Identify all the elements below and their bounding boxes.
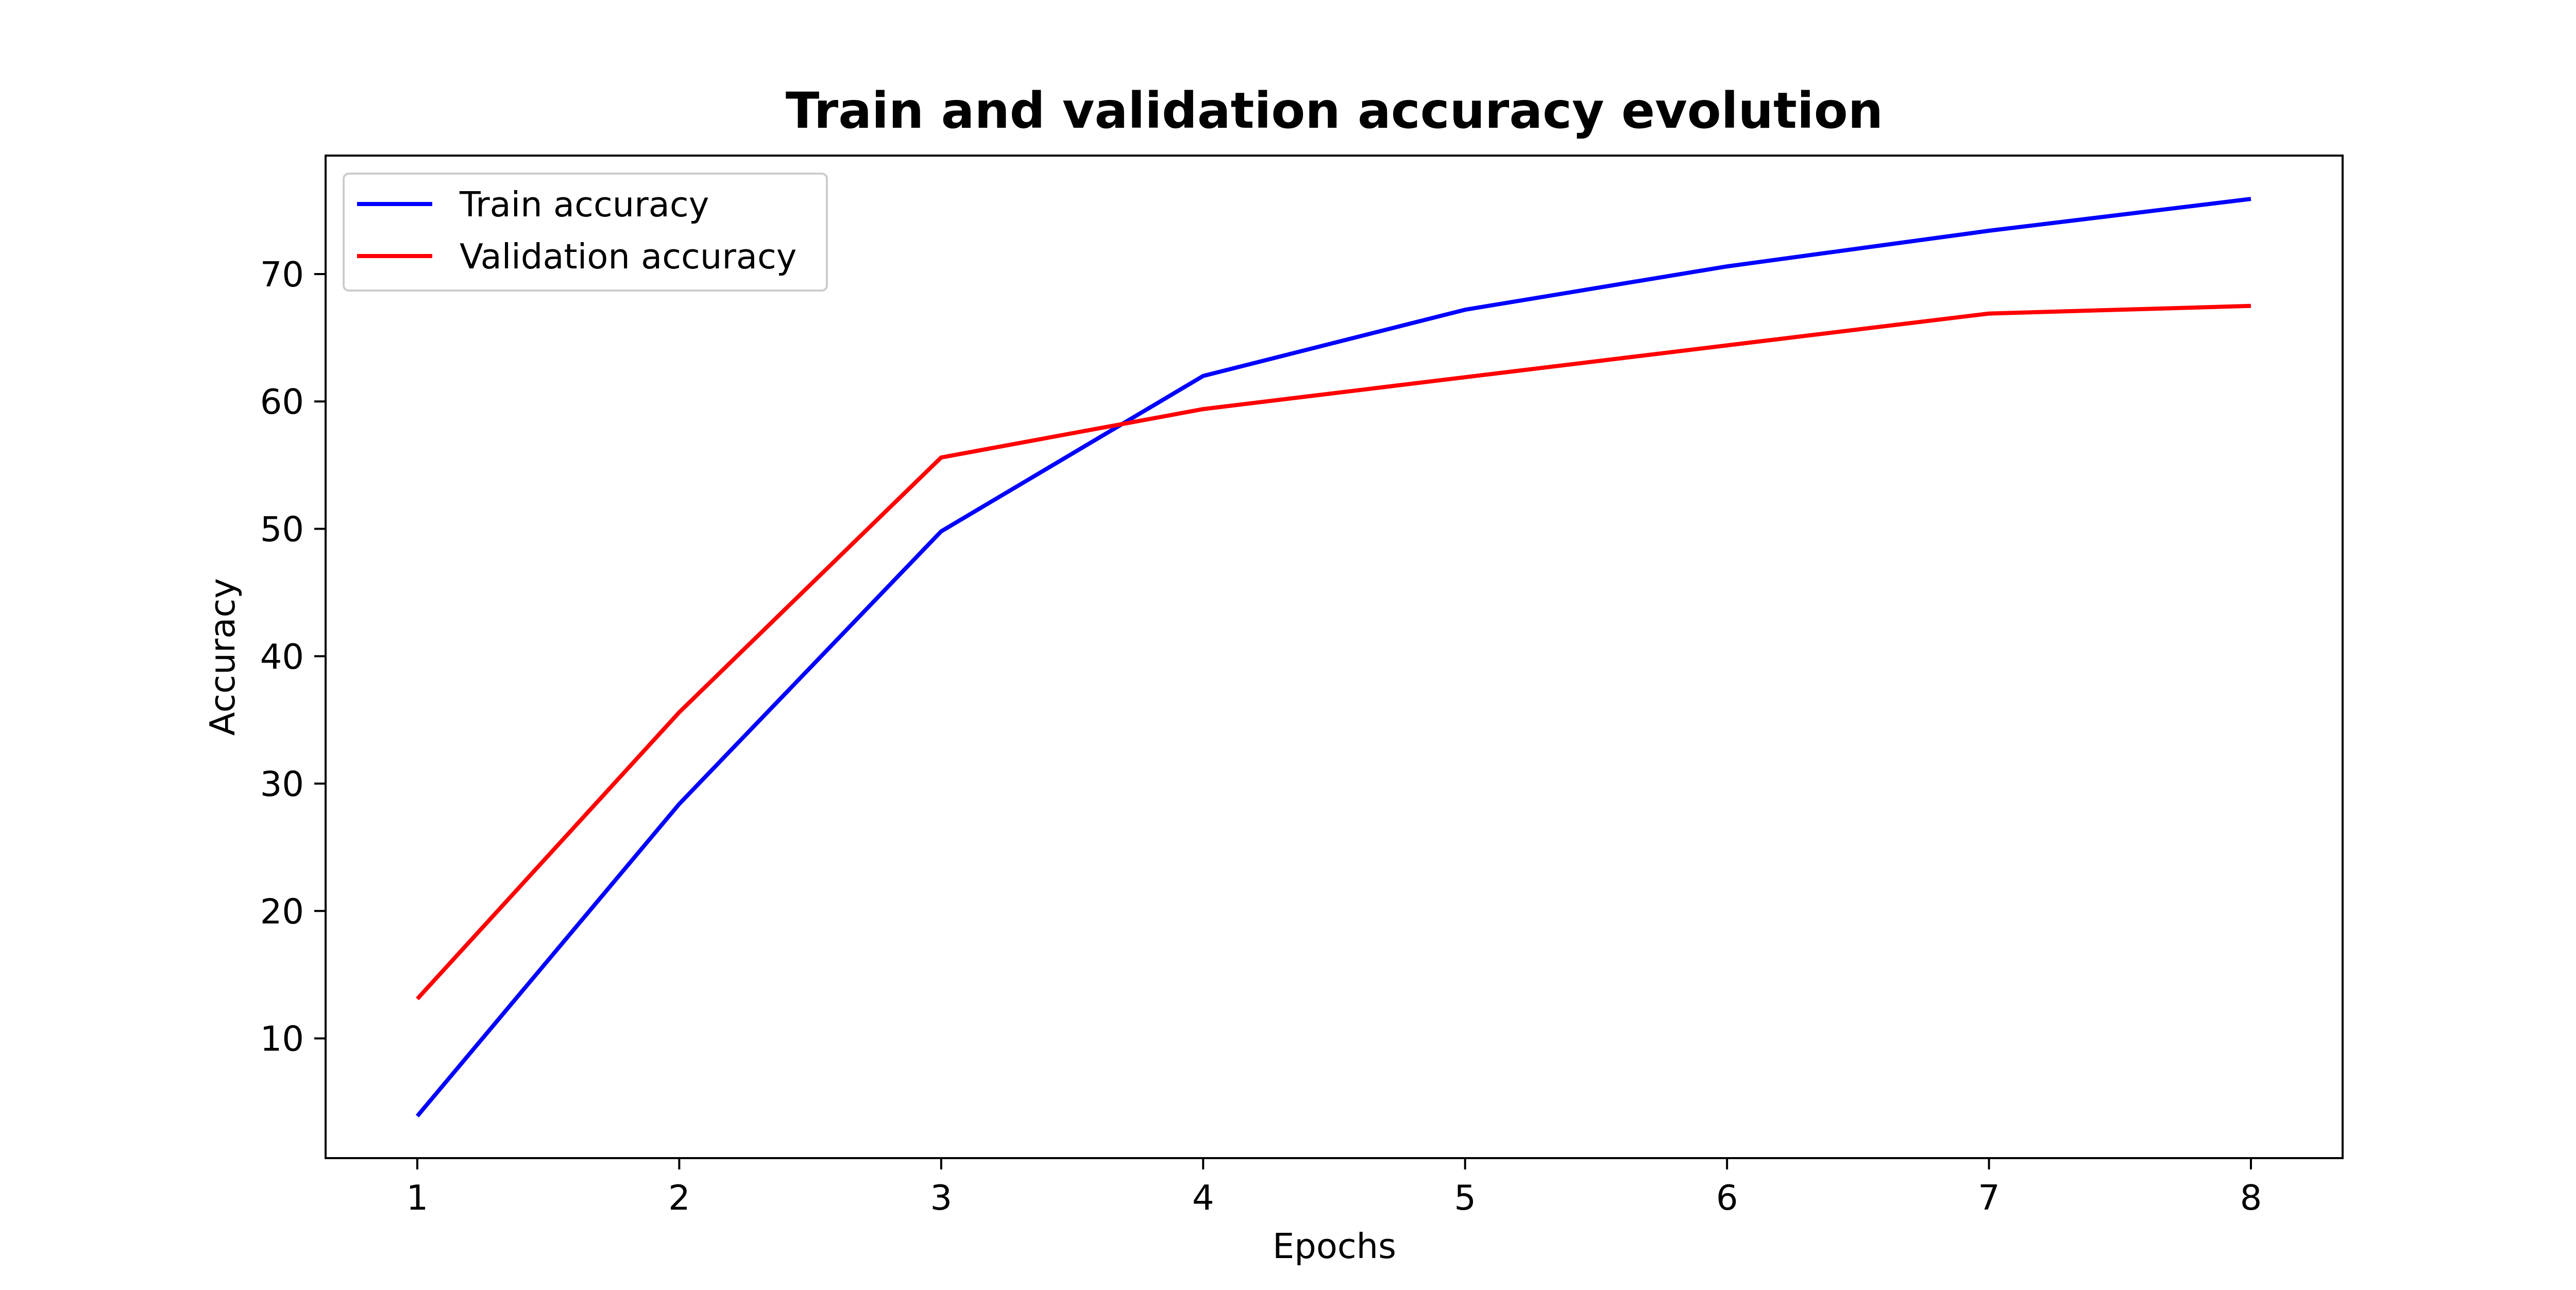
y-axis-label: Accuracy — [202, 578, 243, 736]
x-tick-label: 1 — [406, 1178, 429, 1218]
series-layer — [415, 197, 2251, 1117]
y-tick-label: 50 — [260, 509, 304, 549]
x-tick-label: 4 — [1192, 1178, 1214, 1218]
y-tick-label: 60 — [260, 382, 304, 422]
x-tick-label: 3 — [930, 1178, 953, 1218]
y-tick-label: 70 — [260, 254, 304, 295]
x-tick-label: 7 — [1978, 1178, 2000, 1218]
y-tick-label: 40 — [260, 637, 304, 677]
y-tick-label: 20 — [260, 891, 304, 931]
x-tick-label: 5 — [1454, 1178, 1476, 1218]
series-line-0 — [415, 197, 2251, 1117]
legend: Train accuracy Validation accuracy — [343, 173, 828, 292]
y-tick-label: 10 — [260, 1019, 304, 1059]
chart-title: Train and validation accuracy evolution — [786, 82, 1883, 140]
x-axis-label: Epochs — [1273, 1226, 1396, 1266]
y-tick-label: 30 — [260, 764, 304, 804]
y-axis-ticks: 10 20 30 40 50 60 70 — [260, 254, 326, 1059]
legend-label-validation: Validation accuracy — [460, 236, 796, 277]
x-axis-ticks: 1 2 3 4 5 6 7 8 — [406, 1158, 2262, 1218]
x-tick-label: 2 — [668, 1178, 690, 1218]
legend-label-train: Train accuracy — [459, 184, 709, 225]
legend-box — [343, 173, 828, 292]
series-line-1 — [416, 303, 2251, 1000]
x-tick-label: 6 — [1716, 1178, 1738, 1218]
x-tick-label: 8 — [2240, 1178, 2262, 1218]
